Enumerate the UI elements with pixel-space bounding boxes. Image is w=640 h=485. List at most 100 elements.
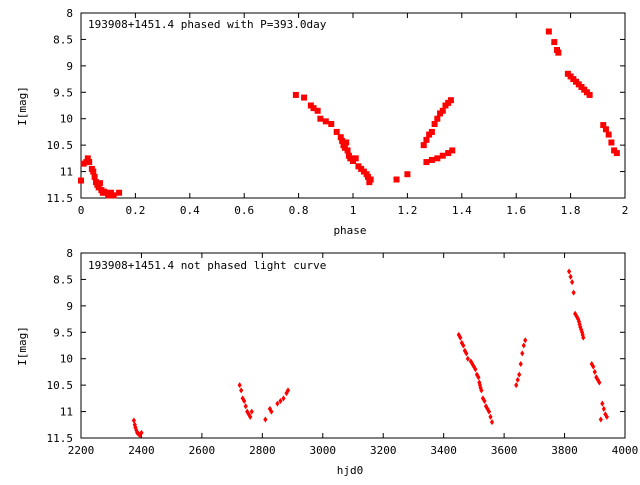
data-point [465, 355, 470, 362]
y-tick-label: 8.5 [53, 273, 73, 286]
data-point [591, 363, 596, 370]
y-tick-label: 10.5 [47, 379, 74, 392]
data-points [78, 28, 620, 199]
y-tick-label: 10 [60, 353, 73, 366]
y-tick-label: 11.5 [47, 192, 74, 205]
x-tick-label: 2200 [68, 444, 95, 457]
data-point [594, 374, 599, 381]
data-point [570, 279, 575, 286]
phased-light-curve-panel: 0 0.2 0.4 0.6 0.8 1 1.2 1.4 1.6 1.8 2 8 8.5 9 9.5 10 10… [16, 7, 628, 237]
y-tick-label: 9.5 [53, 86, 73, 99]
data-point [468, 358, 473, 365]
x-tick-label: 2800 [249, 444, 276, 457]
y-tick-label: 9 [66, 300, 73, 313]
data-point [458, 334, 463, 341]
y-tick-label: 10.5 [47, 139, 74, 152]
data-point [393, 176, 400, 183]
data-point [470, 361, 475, 367]
data-point [333, 128, 340, 135]
data-point [598, 416, 603, 423]
data-point [439, 107, 446, 114]
data-point [285, 387, 291, 394]
x-tick-label: 3400 [430, 444, 457, 457]
data-point [352, 155, 359, 162]
x-tick-label: 0.6 [234, 204, 254, 217]
data-point [281, 395, 286, 402]
data-point [521, 342, 526, 349]
data-point [488, 413, 493, 420]
data-point [555, 49, 562, 56]
data-point [605, 131, 612, 138]
x-tick-label: 1.2 [397, 204, 417, 217]
data-point [576, 318, 582, 325]
data-point [278, 398, 283, 404]
data-point [310, 105, 317, 112]
data-point [600, 400, 605, 407]
data-point [267, 405, 272, 412]
x-axis-label: hjd0 [337, 464, 364, 477]
data-point [445, 150, 452, 157]
data-point [464, 350, 469, 357]
y-tick-label: 10 [60, 113, 73, 126]
data-point [91, 173, 98, 180]
x-tick-label: 3800 [551, 444, 578, 457]
data-point [431, 121, 438, 127]
data-point [595, 376, 600, 383]
data-point [602, 126, 609, 133]
data-point [566, 268, 572, 275]
x-tick-label: 3000 [310, 444, 337, 457]
data-point [471, 363, 476, 370]
data-point [301, 94, 308, 101]
data-point [404, 171, 411, 178]
data-point [477, 382, 483, 389]
data-point [473, 366, 478, 373]
y-tick-labels: 8 8.5 9 9.5 10 10.5 11 11.5 [47, 247, 74, 445]
y-tick-label: 11.5 [47, 432, 74, 445]
data-points [131, 268, 609, 439]
x-tick-label: 0.4 [180, 204, 200, 217]
data-point [423, 159, 430, 166]
data-point [551, 39, 558, 46]
data-point [581, 334, 586, 341]
data-point [139, 429, 144, 436]
plot-frame [80, 12, 626, 199]
x-tick-label: 1.4 [452, 204, 472, 217]
data-point [314, 107, 321, 114]
plot-frame [80, 252, 626, 439]
data-point [514, 382, 519, 389]
data-point [604, 413, 609, 420]
data-point [517, 371, 522, 378]
data-point [608, 139, 615, 146]
data-point [239, 387, 244, 394]
data-point [461, 342, 466, 349]
y-tick-label: 11 [60, 406, 73, 419]
data-point [86, 159, 93, 166]
data-point [97, 180, 104, 187]
unphased-light-curve-panel: 2200 2400 2600 2800 3000 3200 3400 3600 3800 4000… [16, 247, 638, 477]
data-point [328, 121, 335, 127]
y-axis-label: I[mag] [16, 326, 29, 366]
axis-ticks [80, 12, 626, 199]
x-tick-label: 2600 [189, 444, 216, 457]
data-point [601, 405, 606, 412]
data-point [344, 147, 351, 154]
x-tick-label: 0 [78, 204, 85, 217]
x-tick-label: 1.8 [561, 204, 581, 217]
x-tick-labels: 2200 2400 2600 2800 3000 3200 3400 3600 3800 4000 [68, 444, 639, 457]
data-point [84, 155, 91, 162]
y-tick-label: 8.5 [53, 33, 73, 46]
y-tick-label: 9.5 [53, 326, 73, 339]
data-point [275, 400, 280, 407]
data-point [317, 115, 324, 122]
data-point [367, 176, 374, 183]
data-point [449, 147, 456, 154]
data-point [447, 97, 454, 104]
data-point [439, 152, 446, 159]
x-axis-label: phase [333, 224, 366, 237]
y-tick-label: 8 [66, 7, 73, 20]
data-point [434, 155, 441, 162]
data-point [479, 387, 484, 394]
data-point [600, 122, 607, 129]
